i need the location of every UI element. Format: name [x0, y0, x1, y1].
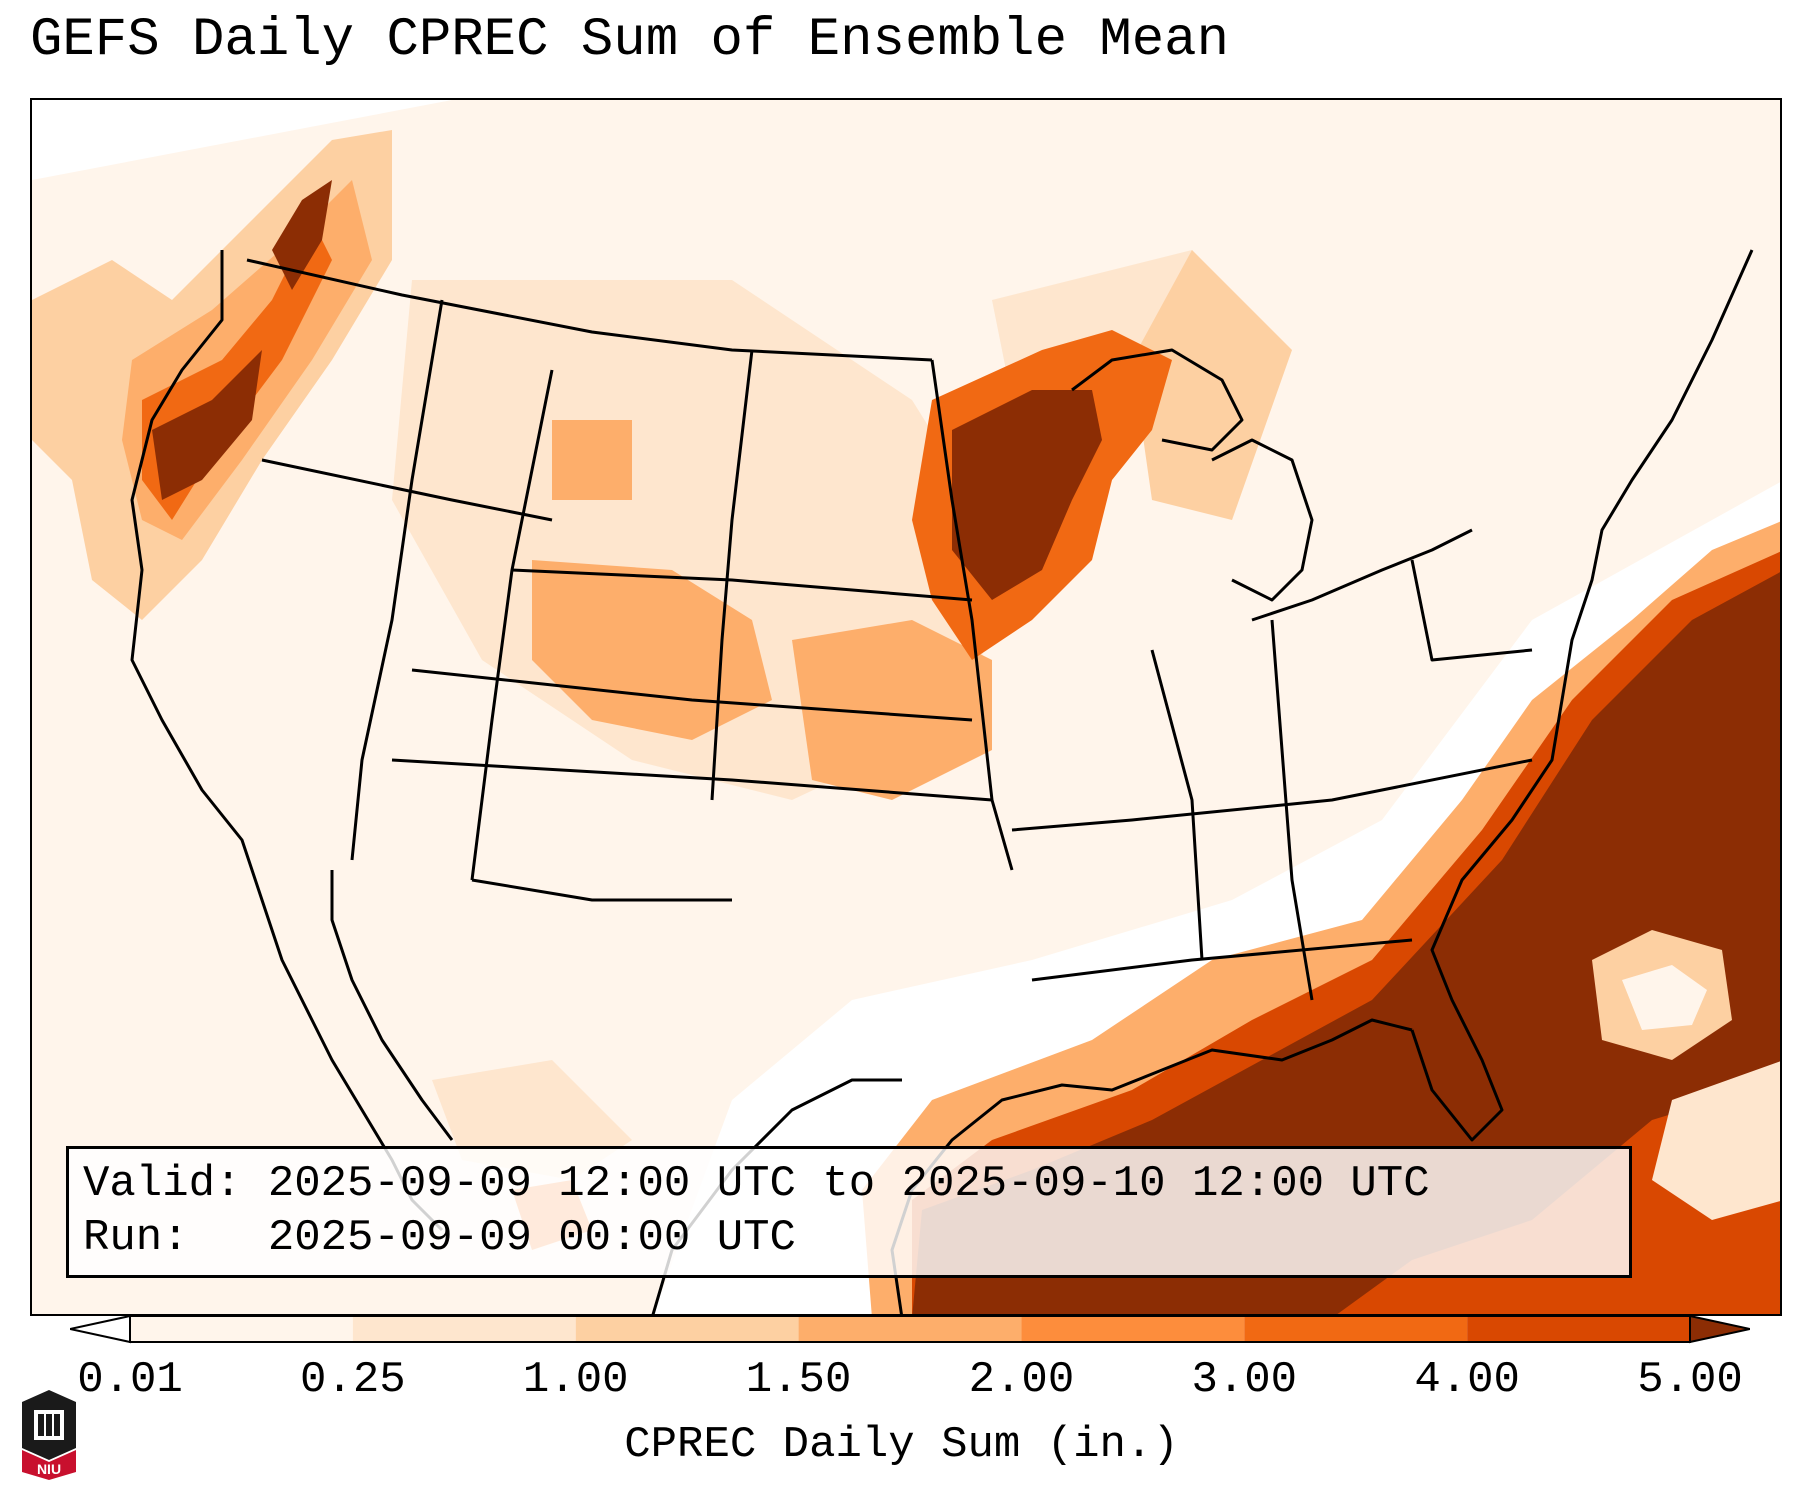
- colorbar-tick-label: 3.00: [1191, 1355, 1298, 1405]
- run-time-text: Run: 2025-09-09 00:00 UTC: [83, 1213, 796, 1263]
- colorbar-segment: [1244, 1316, 1468, 1342]
- colorbar-tick-labels: 0.01 0.25 1.00 1.50 2.00 3.00 4.00 5.00: [0, 1355, 1803, 1415]
- colorbar-segment: [575, 1316, 799, 1342]
- map-canvas: [32, 100, 1780, 1314]
- niu-logo: NIU: [22, 1390, 76, 1480]
- colorbar-extend-low: [70, 1314, 131, 1344]
- colorbar-segment: [352, 1316, 576, 1342]
- colorbar-tick-label: 5.00: [1637, 1355, 1743, 1405]
- valid-run-info-box: Valid: 2025-09-09 12:00 UTC to 2025-09-1…: [66, 1146, 1632, 1278]
- precipitation-map: [30, 98, 1782, 1316]
- colorbar-tick-label: 1.50: [745, 1355, 852, 1405]
- colorbar-outline: [129, 1315, 1691, 1343]
- map-title: GEFS Daily CPREC Sum of Ensemble Mean: [30, 10, 1229, 71]
- colorbar: [70, 1314, 1750, 1344]
- precip-shading: [32, 100, 1780, 1314]
- colorbar-label: CPREC Daily Sum (in.): [624, 1420, 1179, 1470]
- valid-time-text: Valid: 2025-09-09 12:00 UTC to 2025-09-1…: [83, 1159, 1430, 1209]
- colorbar-tick-label: 0.01: [77, 1355, 183, 1405]
- colorbar-extend-high: [1689, 1314, 1750, 1344]
- colorbar-tick-label: 2.00: [968, 1355, 1075, 1405]
- colorbar-segment: [1021, 1316, 1245, 1342]
- colorbar-segment: [1467, 1316, 1690, 1342]
- colorbar-segment: [798, 1316, 1022, 1342]
- logo-text: NIU: [37, 1461, 61, 1477]
- colorbar-tick-label: 0.25: [300, 1355, 406, 1405]
- colorbar-segment: [130, 1316, 353, 1342]
- colorbar-tick-label: 1.00: [522, 1355, 629, 1405]
- map-borders: [130, 249, 1754, 1314]
- colorbar-tick-label: 4.00: [1414, 1355, 1520, 1405]
